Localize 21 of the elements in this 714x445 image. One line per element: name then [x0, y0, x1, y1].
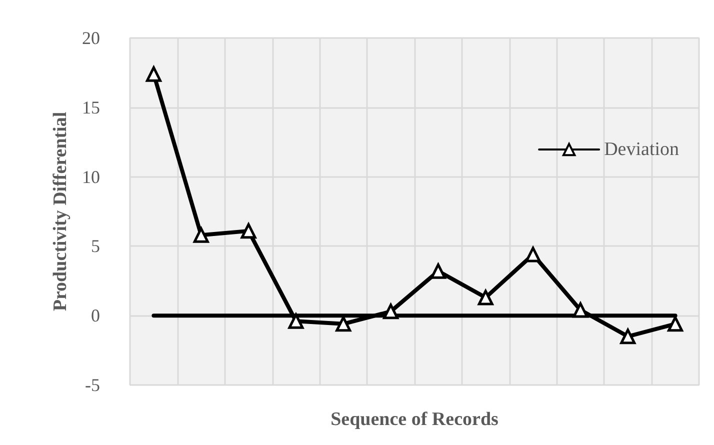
point [620, 328, 636, 344]
point [668, 316, 684, 332]
point [525, 246, 541, 262]
point [383, 304, 399, 320]
x-axis-title: Sequence of Records [330, 409, 498, 430]
y-tick-label: 20 [82, 28, 100, 48]
y-tick-label: 0 [91, 306, 100, 326]
point [193, 227, 209, 243]
point [478, 290, 494, 306]
y-tick-label: -5 [85, 375, 100, 395]
y-axis-title: Productivity Differential [50, 112, 71, 312]
point [240, 223, 256, 239]
legend-label: Deviation [604, 139, 680, 160]
point [572, 302, 588, 318]
point [336, 316, 352, 332]
y-tick-label: 10 [82, 166, 100, 187]
y-tick-label: 15 [82, 97, 100, 118]
point [146, 66, 162, 82]
point [430, 263, 446, 279]
y-tick-label: 5 [91, 236, 100, 256]
point [288, 313, 304, 329]
